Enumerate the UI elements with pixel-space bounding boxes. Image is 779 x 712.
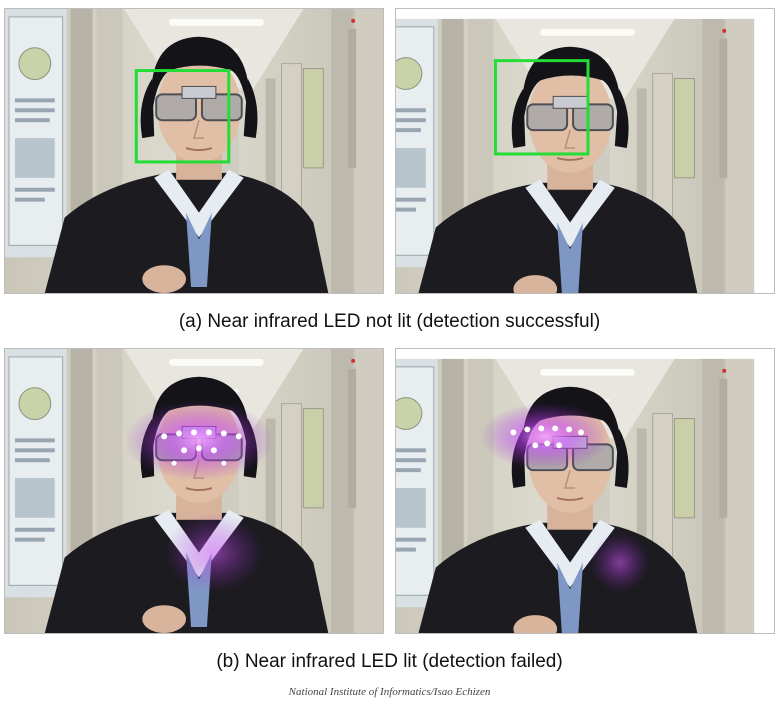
led-glow: [480, 402, 650, 593]
led-glow: [124, 400, 274, 593]
person-in-corridor: [5, 349, 383, 633]
face-detection-box: [493, 59, 590, 156]
face-detection-box: [134, 69, 231, 164]
photo-led-off-right: [395, 8, 775, 294]
photo-credit: National Institute of Informatics/Isao E…: [288, 686, 491, 698]
photo-led-on-left: [4, 348, 384, 634]
person-in-corridor: [396, 357, 756, 633]
photo-led-on-right: [395, 348, 775, 634]
caption-led-on: (b) Near infrared LED lit (detection fai…: [216, 651, 563, 672]
person-in-corridor: [5, 9, 383, 293]
photo-led-off-left: [4, 8, 384, 294]
caption-led-off: (a) Near infrared LED not lit (detection…: [178, 311, 601, 332]
